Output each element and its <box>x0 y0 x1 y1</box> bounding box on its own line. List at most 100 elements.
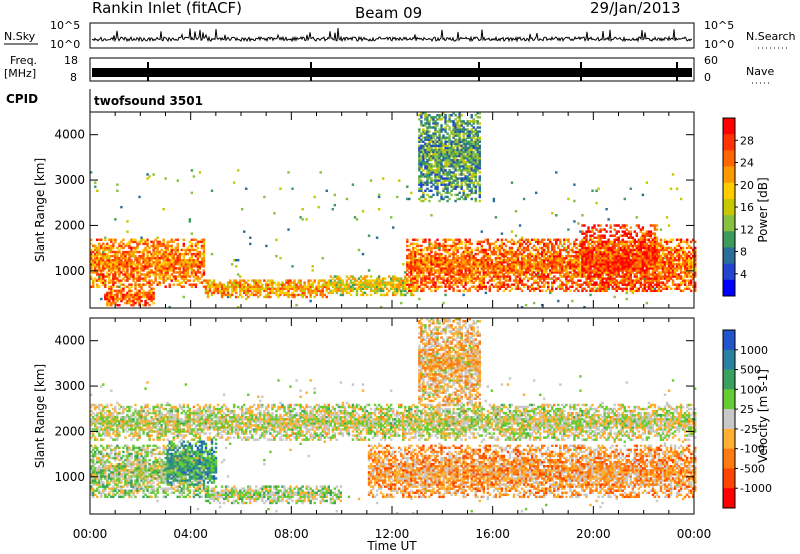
heatmap-cell <box>333 281 337 284</box>
heatmap-cell <box>327 283 330 286</box>
heatmap-cell <box>186 261 190 264</box>
heatmap-cell <box>220 291 224 295</box>
heatmap-cell <box>412 248 415 252</box>
heatmap-cell <box>398 289 401 293</box>
heatmap-cell <box>126 220 129 223</box>
heatmap-cell <box>375 281 379 284</box>
heatmap-cell <box>152 240 155 244</box>
heatmap-cell <box>245 285 248 288</box>
heatmap-cell <box>148 293 151 297</box>
heatmap-cell <box>420 138 423 141</box>
heatmap-cell <box>414 256 417 260</box>
heatmap-cell <box>373 281 377 284</box>
heatmap-cell <box>357 283 361 286</box>
heatmap-cell <box>132 275 135 278</box>
heatmap-cell <box>359 283 363 286</box>
heatmap-cell <box>138 261 141 264</box>
heatmap-cell <box>253 285 256 288</box>
heatmap-cell <box>418 118 421 121</box>
heatmap-cell <box>184 271 188 274</box>
heatmap-cell <box>104 265 107 268</box>
heatmap-cell <box>241 289 244 293</box>
heatmap-cell <box>130 283 133 286</box>
heatmap-cell <box>220 295 224 299</box>
heatmap-cell <box>116 291 119 295</box>
heatmap-cell <box>245 289 248 293</box>
heatmap-cell <box>285 279 288 282</box>
heatmap-cell <box>98 285 101 288</box>
heatmap-cell <box>102 281 105 284</box>
heatmap-cell <box>144 279 147 282</box>
heatmap-cell <box>148 291 151 295</box>
heatmap-cell <box>156 236 159 239</box>
heatmap-cell <box>379 289 383 293</box>
heatmap-cell <box>218 289 222 293</box>
heatmap-cell <box>124 267 127 270</box>
heatmap-cell <box>198 263 202 266</box>
heatmap-cell <box>387 283 391 286</box>
heatmap-cell <box>345 283 349 286</box>
heatmap-cell <box>385 291 389 295</box>
heatmap-cell <box>392 275 395 278</box>
heatmap-cell <box>140 240 143 244</box>
heatmap-cell <box>116 252 119 256</box>
heatmap-cell <box>230 283 234 286</box>
heatmap-cell <box>186 263 190 266</box>
heatmap-cell <box>243 283 246 286</box>
heatmap-cell <box>265 287 268 291</box>
heatmap-cell <box>257 291 260 295</box>
heatmap-cell <box>510 230 514 233</box>
heatmap-cell <box>355 293 359 297</box>
heatmap-cell <box>146 267 149 270</box>
heatmap-cell <box>285 285 288 288</box>
heatmap-cell <box>120 297 123 301</box>
freq-unit: [MHz] <box>4 67 36 80</box>
heatmap-cell <box>412 275 415 278</box>
heatmap-cell <box>424 285 427 288</box>
heatmap-cell <box>255 281 258 284</box>
heatmap-cell <box>202 279 206 282</box>
heatmap-cell <box>146 273 149 276</box>
heatmap-cell <box>247 291 250 295</box>
heatmap-cell <box>132 238 135 242</box>
nsky-panel <box>89 22 695 49</box>
heatmap-cell <box>192 269 196 272</box>
heatmap-cell <box>176 256 179 260</box>
heatmap-cell <box>186 265 190 268</box>
heatmap-cell <box>134 285 137 288</box>
heatmap-cell <box>118 285 121 288</box>
heatmap-cell <box>351 183 355 186</box>
heatmap-cell <box>164 259 167 262</box>
heatmap-cell <box>112 285 115 288</box>
heatmap-cell <box>142 291 145 295</box>
heatmap-cell <box>307 289 310 293</box>
heatmap-cell <box>389 279 393 282</box>
heatmap-cell <box>148 273 151 276</box>
heatmap-cell <box>94 252 97 256</box>
heatmap-cell <box>150 291 153 295</box>
heatmap-cell <box>418 187 421 190</box>
heatmap-cell <box>361 293 365 297</box>
heatmap-cell <box>422 124 425 127</box>
heatmap-cell <box>102 263 105 266</box>
heatmap-cell <box>132 271 135 274</box>
heatmap-cell <box>134 267 137 270</box>
heatmap-cell <box>321 287 324 291</box>
heatmap-cell <box>279 287 282 291</box>
heatmap-cell <box>422 195 425 199</box>
heatmap-cell <box>162 281 165 284</box>
heatmap-cell <box>110 287 113 291</box>
heatmap-cell <box>200 265 204 268</box>
heatmap-cell <box>337 277 341 280</box>
heatmap-cell <box>335 283 339 286</box>
heatmap-cell <box>269 281 272 284</box>
heatmap-cell <box>128 275 131 278</box>
heatmap-cell <box>190 283 194 286</box>
heatmap-cell <box>418 140 421 144</box>
heatmap-cell <box>577 289 580 293</box>
heatmap-cell <box>345 287 349 291</box>
heatmap-cell <box>389 287 393 291</box>
heatmap-cell <box>440 285 443 288</box>
heatmap-cell <box>430 289 433 293</box>
heatmap-cell <box>416 289 419 293</box>
